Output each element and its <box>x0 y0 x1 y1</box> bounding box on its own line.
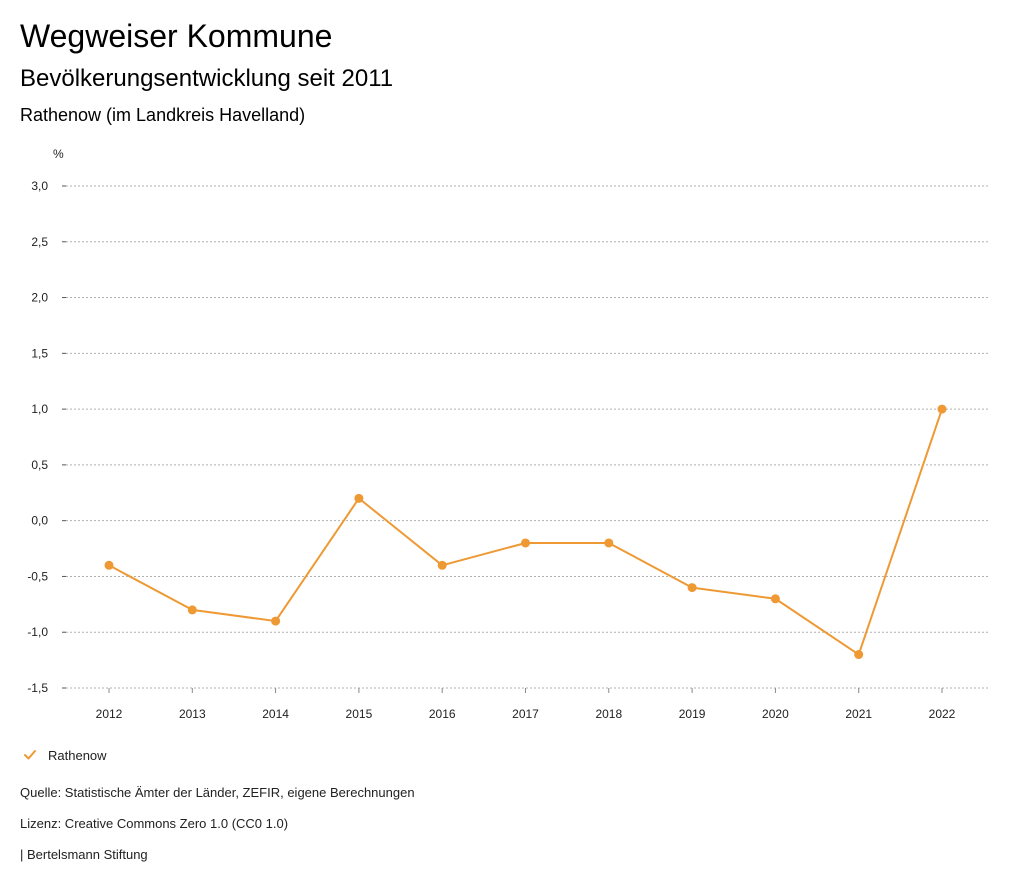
y-tick-label: -1,0 <box>27 625 48 639</box>
y-axis-ticks: -1,5 -1,0 -0,5 0,0 0,5 1,0 1,5 2,0 2,5 3,0 <box>27 179 66 695</box>
y-tick-label: 0,5 <box>31 458 48 472</box>
x-tick-label: 2017 <box>512 707 539 721</box>
series-layer <box>104 404 947 660</box>
x-tick-label: 2021 <box>845 707 872 721</box>
x-tick-label: 2014 <box>262 707 289 721</box>
x-tick-label: 2016 <box>429 707 456 721</box>
x-tick-label: 2018 <box>595 707 622 721</box>
y-axis-unit-label: % <box>53 147 64 161</box>
x-tick-label: 2022 <box>929 707 956 721</box>
chart-title: Wegweiser Kommune <box>20 18 333 54</box>
source-note: Quelle: Statistische Ämter der Länder, Z… <box>20 785 415 800</box>
x-tick-label: 2019 <box>679 707 706 721</box>
x-tick-label: 2015 <box>346 707 373 721</box>
legend-label: Rathenow <box>48 747 107 763</box>
y-tick-label: 2,5 <box>31 235 48 249</box>
data-point[interactable] <box>187 605 197 615</box>
publisher-credit: | Bertelsmann Stiftung <box>20 847 148 862</box>
y-tick-label: 2,0 <box>31 291 48 305</box>
data-point[interactable] <box>770 594 780 604</box>
data-point[interactable] <box>271 616 281 626</box>
x-tick-label: 2020 <box>762 707 789 721</box>
data-point[interactable] <box>354 493 364 503</box>
checkmark-icon <box>24 750 36 760</box>
data-point[interactable] <box>521 538 530 548</box>
x-tick-label: 2013 <box>179 707 206 721</box>
data-point[interactable] <box>937 404 947 414</box>
y-tick-label: -0,5 <box>27 569 48 583</box>
series-line-rathenow <box>108 408 943 656</box>
data-point[interactable] <box>687 583 697 593</box>
x-axis-ticks: 2012 2013 2014 2015 2016 2017 2018 2019 2020 2021… <box>96 688 956 721</box>
grid-lines <box>66 185 990 689</box>
line-chart: % -1,5 -1,0 -0,5 0,0 0,5 1,0 1,5 2,0 2,5 3,0 2012… <box>27 147 990 721</box>
legend-item-rathenow[interactable]: Rathenow <box>22 745 107 765</box>
data-point[interactable] <box>437 560 447 570</box>
data-point[interactable] <box>604 538 614 548</box>
data-point[interactable] <box>854 650 864 660</box>
region-label: Rathenow (im Landkreis Havelland) <box>20 105 306 125</box>
x-tick-label: 2012 <box>96 707 123 721</box>
y-tick-label: 3,0 <box>31 179 48 193</box>
y-tick-label: 1,0 <box>31 402 48 416</box>
y-tick-label: 0,0 <box>31 514 48 528</box>
y-tick-label: -1,5 <box>27 681 48 695</box>
y-tick-label: 1,5 <box>31 346 48 360</box>
chart-subtitle: Bevölkerungsentwicklung seit 2011 <box>20 65 394 92</box>
data-point[interactable] <box>104 560 114 570</box>
license-note: Lizenz: Creative Commons Zero 1.0 (CC0 1… <box>20 816 289 831</box>
